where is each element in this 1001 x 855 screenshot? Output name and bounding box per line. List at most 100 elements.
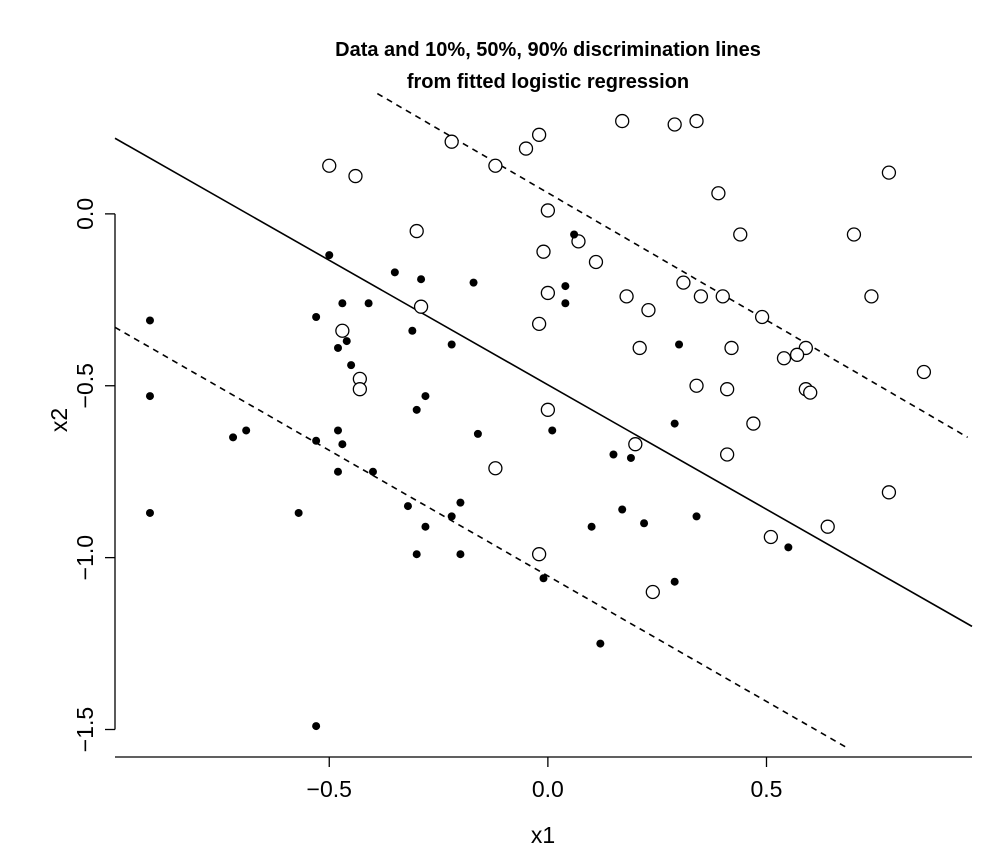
filled-dot-point [333,343,342,352]
open-circle-point [667,117,682,132]
open-circle-point [864,289,879,304]
open-circle-point [540,285,556,301]
open-circle-point [322,158,337,173]
filled-dot-point [609,450,618,459]
open-circle-point [632,340,647,356]
open-circle-point [352,382,368,397]
open-circle-point [615,113,630,129]
x-tick-label: −0.5 [307,776,352,802]
filled-dot-point [640,519,649,528]
open-circle-point [619,289,634,304]
filled-dot-point [539,574,548,583]
open-circle-point [536,244,551,259]
filled-dot-point [408,326,417,335]
open-circle-point [588,254,604,270]
filled-dot-point [312,722,321,731]
filled-dot-point [469,278,478,287]
filled-dot-point [447,340,456,349]
open-circle-point [335,323,350,338]
filled-dot-point [456,550,465,559]
title-line-1: Data and 10%, 50%, 90% discrimination li… [335,39,761,61]
y-tick-label: −1.5 [72,707,98,752]
filled-dot-point [561,282,570,291]
filled-dot-point [447,512,456,521]
90-discrimination-line [376,92,969,439]
open-circle-point [689,113,704,129]
filled-dot-point [242,426,251,435]
open-circle-point [724,340,739,356]
filled-dot-point [670,577,679,586]
filled-dot-point [675,340,684,349]
filled-dot-point [417,275,426,284]
x-tick-label: 0.0 [532,776,564,802]
filled-dot-point [570,230,579,239]
plot-title: Data and 10%, 50%, 90% discrimination li… [335,39,761,93]
open-circle-point [916,364,932,380]
open-circle-point [518,141,534,156]
open-circle-point [763,529,779,545]
filled-dot-point [412,405,421,414]
filled-dot-point [421,392,430,401]
x-axis-label: x1 [531,822,555,848]
open-circle-point [444,134,459,149]
open-circle-point [628,437,643,452]
title-line-2: from fitted logistic regression [407,71,689,93]
filled-dot-point [333,426,342,435]
y-tick-label: 0.0 [72,198,98,230]
open-circle-point [645,584,660,600]
open-circle-point [719,447,735,462]
filled-dot-point [145,392,154,401]
open-circle-point [715,289,730,304]
x-tick-label: 0.5 [751,776,783,802]
filled-dot-point [421,522,430,531]
filled-dot-point [561,299,570,308]
filled-dot-point [333,467,342,476]
filled-dot-point [596,639,605,648]
filled-dot-point [145,508,154,517]
filled-dot-point [473,429,482,438]
open-circle-point [719,382,735,397]
50-discrimination-line [114,137,973,628]
filled-dot-point [587,522,596,531]
y-tick-label: −1.0 [72,535,98,580]
open-circle-point [820,519,835,534]
filled-dot-point [338,299,347,308]
open-circle-point [689,378,704,393]
open-circle-point [676,275,691,290]
open-circle-point [488,461,503,476]
filled-dot-point [456,498,465,507]
filled-dot-point [364,299,373,308]
open-circle-point [348,168,363,184]
open-circle-point [488,158,503,173]
open-circle-point [540,203,556,218]
open-circle-point [409,223,424,239]
open-circle-point [754,309,770,325]
filled-dot-point [403,502,412,511]
filled-dot-point [626,453,635,462]
open-circle-point [413,299,429,314]
filled-dot-point [618,505,627,514]
filled-dot-point [312,436,321,445]
open-circle-point [531,127,547,142]
discrimination-lines [114,92,973,748]
filled-dot-point [294,508,303,517]
filled-dot-point [368,467,377,476]
filled-dot-point [338,440,347,449]
open-circle-point [531,316,547,332]
open-circle-point [733,227,748,242]
filled-dot-point [692,512,701,521]
filled-dot-point [312,313,321,321]
open-circle-point [540,402,556,417]
y-axis-label: x2 [46,408,72,432]
data-points [145,113,932,731]
10-discrimination-line [114,326,846,748]
filled-dot-point [347,361,356,370]
open-circle-point [693,289,709,304]
open-circle-point [776,351,792,366]
filled-dot-point [784,543,793,552]
x-axis: x1 −0.5 0.0 0.5 [115,756,972,848]
open-circle-point [746,416,761,431]
filled-dot-point [342,337,351,346]
filled-dot-point [325,251,334,260]
